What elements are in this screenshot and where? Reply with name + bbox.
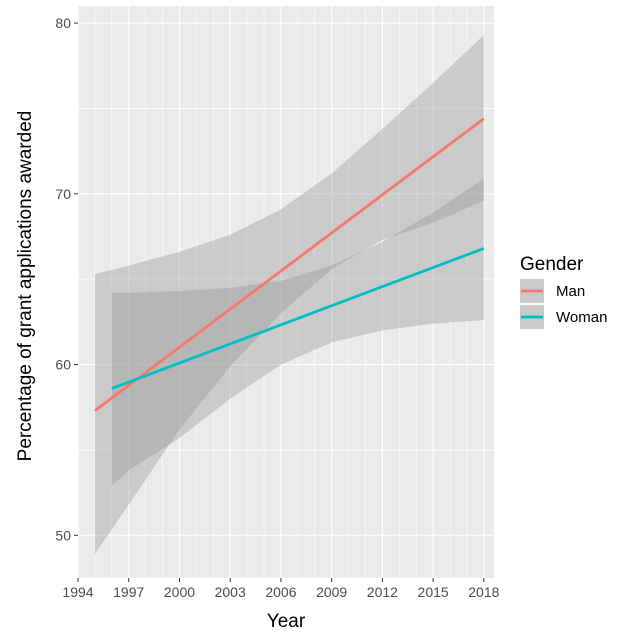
x-tick-label: 2006 bbox=[265, 584, 296, 600]
y-tick-label: 80 bbox=[55, 15, 71, 31]
x-tick-label: 1997 bbox=[113, 584, 144, 600]
y-axis: 50 60 70 80 bbox=[55, 15, 78, 543]
confidence-ribbons bbox=[94, 35, 484, 555]
series-lines bbox=[94, 117, 485, 412]
x-tick-label: 1994 bbox=[62, 584, 93, 600]
x-tick-label: 2018 bbox=[468, 584, 499, 600]
x-axis-title: Year bbox=[267, 611, 306, 632]
x-tick-label: 2003 bbox=[215, 584, 246, 600]
ci-ribbon-woman bbox=[111, 178, 484, 486]
minor-gridlines bbox=[78, 6, 494, 578]
x-axis: 1994 1997 2000 2003 2006 2009 2012 2015 2018 bbox=[62, 578, 500, 600]
y-tick-label: 70 bbox=[55, 186, 71, 202]
major-gridlines bbox=[77, 6, 494, 578]
y-tick-label: 50 bbox=[55, 527, 71, 543]
x-tick-label: 2015 bbox=[418, 584, 449, 600]
legend-title: Gender bbox=[520, 254, 584, 275]
y-axis-title: Percentage of grant applications awarded bbox=[15, 111, 36, 462]
y-tick-label: 60 bbox=[55, 357, 71, 373]
line-man bbox=[94, 117, 485, 412]
ci-ribbon-man bbox=[94, 35, 484, 555]
legend-label-man: Man bbox=[556, 283, 585, 300]
line-woman bbox=[111, 247, 485, 390]
legend: Gender Man Woman bbox=[520, 254, 607, 329]
plot-panel bbox=[78, 6, 494, 578]
x-tick-label: 2000 bbox=[164, 584, 195, 600]
legend-label-woman: Woman bbox=[556, 309, 607, 326]
x-tick-label: 2009 bbox=[316, 584, 347, 600]
x-tick-label: 2012 bbox=[367, 584, 398, 600]
